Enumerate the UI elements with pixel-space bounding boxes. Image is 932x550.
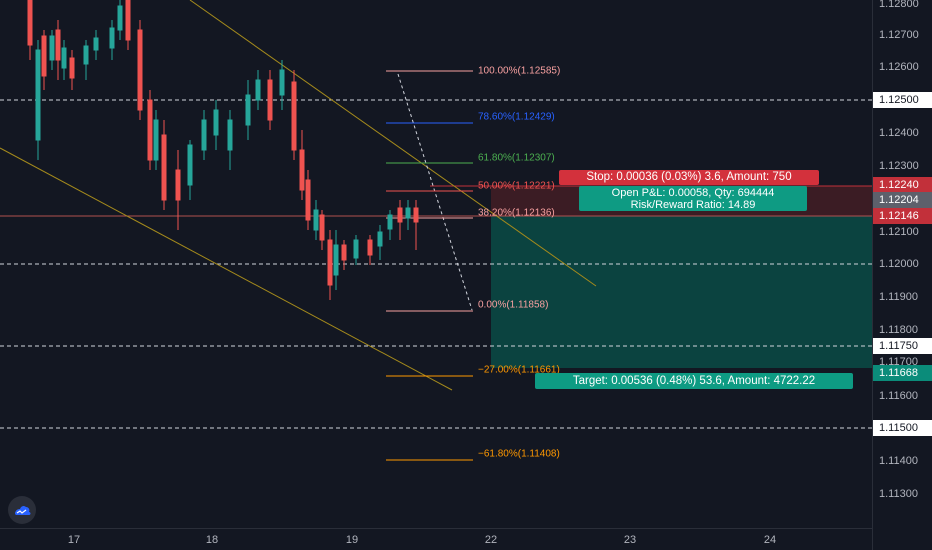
price-marker-stop: 1.12240 [873,177,932,193]
price-tick: 1.11800 [879,324,918,336]
price-chart[interactable]: 100.00%(1.12585) 78.60%(1.12429) 61.80%(… [0,0,872,528]
fib-label-38: 38.20%(1.12136) [478,208,555,219]
fib-levels[interactable]: 100.00%(1.12585) 78.60%(1.12429) 61.80%(… [386,66,560,461]
fib-label-minus61: −61.80%(1.11408) [478,449,560,460]
price-tick: 1.12600 [879,61,919,73]
price-tick: 1.12000 [879,258,919,270]
fib-label-minus27: −27.00%(1.11661) [478,365,560,376]
price-marker-entry: 1.12146 [873,208,932,224]
fib-label-78: 78.60%(1.12429) [478,112,555,123]
price-axis[interactable]: 1.12800 1.12700 1.12600 1.12500 1.12400 … [872,0,932,550]
price-marker-level-lower: 1.11500 [873,420,932,436]
price-tick: 1.12400 [879,127,919,139]
price-marker-current: 1.12204 [873,192,932,208]
fib-trend-line[interactable] [397,73,473,311]
risk-reward-text: Risk/Reward Ratio: 14.89 [630,199,756,211]
candles[interactable] [27,0,419,300]
time-tick: 22 [484,534,498,546]
price-tick: 1.12100 [879,226,919,238]
fib-label-50: 50.00%(1.12221) [478,181,555,192]
time-axis[interactable]: 17 18 19 22 23 24 [0,528,872,550]
price-tick: 1.12800 [879,0,919,10]
fib-label-61: 61.80%(1.12307) [478,153,555,164]
time-tick: 17 [67,534,81,546]
channel-line-upper[interactable] [189,0,597,287]
price-marker-target: 1.11668 [873,365,932,381]
price-tick: 1.11300 [879,488,918,500]
price-tick: 1.11400 [879,455,918,467]
price-tick: 1.11900 [879,291,918,303]
tradingview-cloud-icon[interactable] [8,496,36,524]
target-label[interactable]: Target: 0.00536 (0.48%) 53.6, Amount: 47… [535,373,853,389]
fib-label-0: 0.00%(1.11858) [478,300,548,311]
time-tick: 23 [623,534,637,546]
stop-label[interactable]: Stop: 0.00036 (0.03%) 3.6, Amount: 750 [559,170,819,185]
fib-label-100: 100.00%(1.12585) [478,66,560,77]
time-tick: 18 [205,534,219,546]
price-tick: 1.11600 [879,390,918,402]
price-tick: 1.12300 [879,160,919,172]
time-tick: 19 [345,534,359,546]
target-zone [491,216,872,368]
time-tick: 24 [763,534,777,546]
price-tick: 1.12700 [879,29,919,41]
price-marker-level-mid: 1.11750 [873,338,932,354]
channel-line-lower[interactable] [0,147,453,391]
open-pl-label[interactable]: Open P&L: 0.00058, Qty: 694444 Risk/Rewa… [579,186,807,211]
open-pl-text: Open P&L: 0.00058, Qty: 694444 [611,187,775,199]
price-marker-level-upper: 1.12500 [873,92,932,108]
